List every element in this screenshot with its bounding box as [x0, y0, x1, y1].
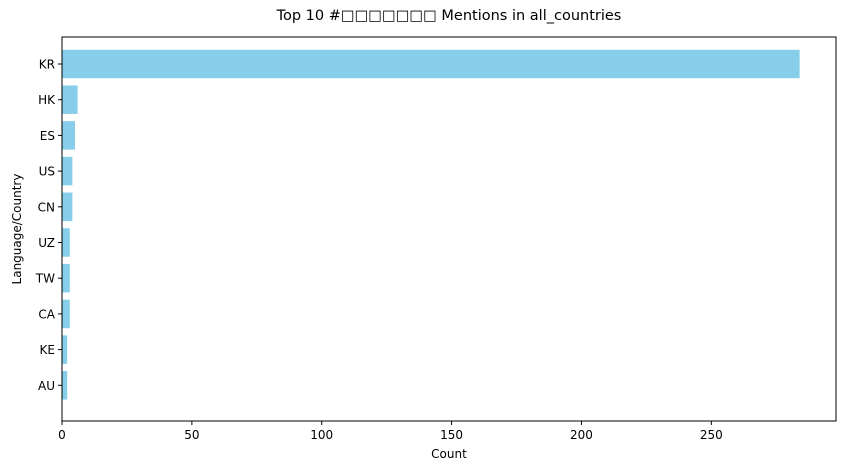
- y-tick-label: KE: [40, 343, 55, 357]
- x-tick-label: 100: [310, 428, 333, 442]
- x-tick-label: 250: [700, 428, 723, 442]
- y-tick-label: HK: [38, 93, 56, 107]
- chart-title: Top 10 #□□□□□□□ Mentions in all_countrie…: [276, 8, 622, 24]
- plot-frame: [61, 36, 837, 422]
- x-axis-label: Count: [431, 447, 467, 461]
- bar-cn: [62, 192, 73, 222]
- y-axis-label: Language/Country: [10, 174, 24, 285]
- bar-au: [62, 371, 68, 400]
- bar-hk: [62, 85, 78, 114]
- bar-kr: [62, 49, 800, 79]
- y-tick-label: TW: [35, 272, 55, 286]
- bar-tw: [62, 263, 70, 293]
- y-tick-label: ES: [40, 129, 55, 143]
- x-tick-label: 0: [58, 428, 66, 442]
- y-tick-label: US: [39, 165, 55, 179]
- bar-uz: [62, 228, 70, 257]
- y-tick-label: CA: [38, 307, 55, 321]
- y-tick-label: AU: [38, 379, 55, 393]
- y-tick-label: UZ: [38, 236, 55, 250]
- x-tick-label: 150: [440, 428, 463, 442]
- bar-ca: [62, 299, 70, 329]
- y-tick-label: CN: [38, 200, 55, 214]
- x-tick-label: 200: [570, 428, 593, 442]
- x-tick-label: 50: [184, 428, 199, 442]
- y-tick-label: KR: [39, 58, 55, 72]
- bar-us: [62, 156, 73, 186]
- bars-group: [62, 49, 800, 400]
- y-axis-ticks: KR HK ES US CN UZ TW CA KE AU: [35, 58, 62, 393]
- bar-ke: [62, 335, 68, 364]
- bar-es: [62, 121, 75, 150]
- x-axis-ticks: 0 50 100 150 200 250: [58, 421, 723, 442]
